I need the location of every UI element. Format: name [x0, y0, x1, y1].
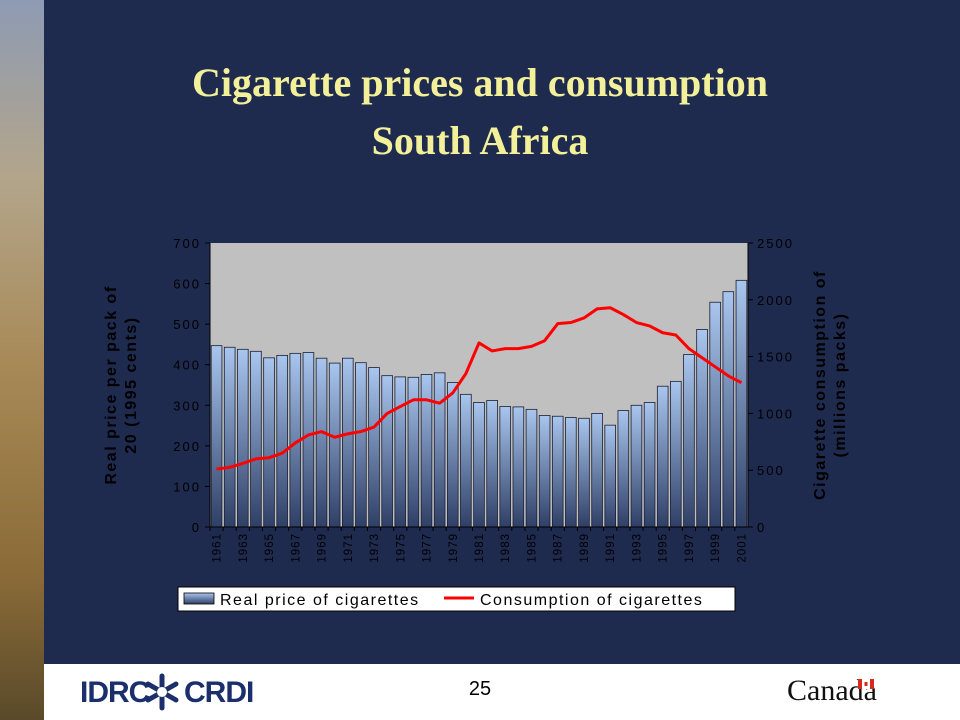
right-tick-label: 500	[757, 463, 785, 478]
bar-1989	[578, 417, 590, 528]
right-tick-label: 2500	[757, 236, 794, 251]
bar-1965	[263, 357, 275, 528]
right-tick-label: 0	[757, 520, 766, 535]
bar-1973	[368, 367, 380, 528]
right-tick-label: 1000	[757, 406, 794, 421]
left-tick-label: 600	[173, 277, 201, 292]
left-tick-label: 300	[173, 398, 201, 413]
footer-bar	[44, 664, 960, 720]
bar-1963	[237, 348, 249, 528]
bar-1978	[433, 372, 446, 528]
bar-1988	[565, 417, 577, 528]
bar-2001	[735, 279, 748, 528]
left-tick-label: 100	[173, 479, 201, 494]
left-tick-label: 0	[192, 520, 201, 535]
bar-1982	[486, 400, 498, 528]
decorative-side-strip	[0, 0, 44, 720]
x-tick-label: 1991	[605, 533, 617, 563]
slide-title: Cigarette prices and consumption	[192, 60, 768, 105]
bar-1995	[656, 385, 669, 528]
bar-1997	[683, 354, 695, 528]
x-tick-label: 1971	[343, 533, 355, 563]
left-tick-label: 400	[173, 358, 201, 373]
slide-subtitle: South Africa	[371, 118, 589, 163]
bar-1977	[420, 374, 433, 528]
bar-1970	[328, 362, 341, 528]
bar-1990	[591, 412, 603, 528]
bar-1972	[355, 362, 367, 528]
bar-1992	[617, 410, 630, 528]
bar-1969	[315, 357, 328, 528]
bar-1979	[446, 382, 459, 528]
left-axis-title: 20 (1995 cents)	[123, 316, 140, 453]
x-tick-label: 1981	[474, 533, 486, 563]
bar-1986	[538, 415, 551, 528]
bar-1974	[381, 375, 393, 528]
bar-1980	[460, 393, 472, 528]
bar-1994	[643, 402, 656, 528]
x-tick-label: 1983	[500, 533, 512, 563]
x-tick-label: 1975	[395, 533, 407, 563]
x-tick-label: 1973	[369, 533, 381, 563]
x-tick-label: 1997	[684, 533, 696, 563]
bar-1975	[394, 376, 407, 528]
x-tick-label: 1961	[212, 533, 224, 563]
x-tick-label: 1995	[658, 533, 670, 563]
x-tick-label: 1985	[526, 533, 538, 563]
x-tick-label: 1989	[579, 533, 591, 563]
x-tick-label: 1979	[448, 533, 460, 563]
left-tick-label: 500	[173, 317, 201, 332]
right-axis-title: (millions packs)	[832, 313, 849, 458]
bar-1985	[525, 408, 538, 528]
bar-1983	[499, 406, 512, 528]
x-tick-label: 1977	[422, 533, 434, 563]
canada-flag-icon	[858, 679, 874, 689]
left-tick-label: 200	[173, 439, 201, 454]
idrc-star-icon	[145, 673, 179, 711]
bar-2000	[722, 291, 735, 528]
bar-1971	[341, 357, 354, 528]
bar-1987	[551, 415, 564, 528]
crdi-logo-text: CRDI	[184, 676, 254, 709]
bar-1961	[210, 345, 223, 528]
right-axis-title: Cigarette consumption of	[812, 270, 829, 500]
bar-1984	[512, 406, 525, 528]
bar-1981	[473, 402, 485, 528]
legend-price-swatch	[183, 592, 215, 605]
x-tick-label: 1965	[264, 533, 276, 563]
x-tick-label: 1967	[290, 533, 302, 563]
price-consumption-chart: 0 100 200 300 400 500 600 700 0 500 1000 1500 2000 25…	[103, 236, 849, 612]
bar-1993	[630, 404, 643, 528]
consumption-line	[216, 306, 743, 471]
bar-1996	[670, 380, 682, 528]
x-tick-label: 1993	[631, 533, 643, 563]
legend-price-label: Real price of cigarettes	[220, 592, 420, 609]
bar-1964	[250, 350, 262, 528]
bar-1999	[709, 301, 721, 528]
bar-1991	[604, 424, 616, 528]
legend-consumption-label: Consumption of cigarettes	[480, 592, 703, 609]
bar-1968	[302, 352, 315, 528]
bar-1962	[223, 346, 236, 528]
x-tick-label: 1987	[553, 533, 565, 563]
x-tick-label: 1999	[710, 533, 722, 563]
x-tick-label: 1963	[238, 533, 250, 563]
x-tick-label: 2001	[736, 533, 748, 563]
x-tick-label: 1969	[317, 533, 329, 563]
right-tick-label: 1500	[757, 350, 794, 365]
left-axis-title: Real price per pack of	[103, 285, 120, 484]
left-tick-label: 700	[173, 236, 201, 251]
right-tick-label: 2000	[757, 293, 794, 308]
bar-1966	[276, 354, 288, 528]
idrc-logo-text: IDRC	[80, 676, 150, 709]
page-number: 25	[468, 678, 492, 700]
